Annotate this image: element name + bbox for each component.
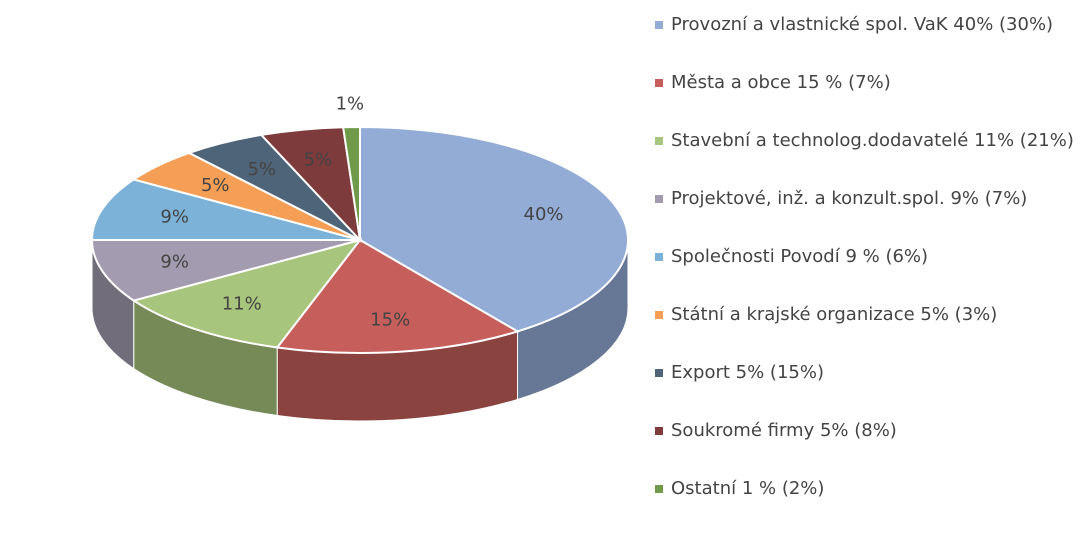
legend-label: Ostatní 1 % (2%) bbox=[671, 478, 825, 499]
legend-label: Města a obce 15 % (7%) bbox=[671, 72, 891, 93]
legend-label: Export 5% (15%) bbox=[671, 362, 824, 383]
data-label: 11% bbox=[222, 293, 262, 314]
data-label: 40% bbox=[524, 204, 564, 225]
slice bbox=[359, 125, 629, 333]
legend: Provozní a vlastnické spol. VaK 40% (30%… bbox=[655, 12, 1075, 534]
legend-swatch bbox=[655, 311, 663, 319]
legend-swatch bbox=[655, 427, 663, 435]
data-label: 5% bbox=[304, 150, 333, 171]
legend-item: Export 5% (15%) bbox=[655, 360, 1075, 418]
legend-swatch bbox=[655, 485, 663, 493]
legend-label: Státní a krajské organizace 5% (3%) bbox=[671, 304, 998, 325]
legend-label: Stavební a technolog.dodavatelé 11% (21%… bbox=[671, 130, 1074, 151]
legend-swatch bbox=[655, 21, 663, 29]
slice bbox=[90, 178, 361, 241]
data-label: 5% bbox=[201, 175, 230, 196]
legend-swatch bbox=[655, 195, 663, 203]
legend-label: Provozní a vlastnické spol. VaK 40% (30%… bbox=[671, 14, 1054, 35]
data-label: 5% bbox=[247, 159, 276, 180]
slice bbox=[90, 239, 361, 302]
legend-swatch bbox=[655, 253, 663, 261]
data-label: 9% bbox=[160, 252, 189, 273]
pie-chart: 40% 15% 11% 9% 9% 5% 5% 5% 1% bbox=[90, 93, 629, 422]
legend-item: Soukromé firmy 5% (8%) bbox=[655, 418, 1075, 476]
legend-item: Ostatní 1 % (2%) bbox=[655, 476, 1075, 534]
slice bbox=[131, 238, 363, 349]
data-label: 9% bbox=[160, 206, 189, 227]
legend-label: Soukromé firmy 5% (8%) bbox=[671, 420, 897, 441]
slice bbox=[342, 125, 361, 241]
legend-label: Společnosti Povodí 9 % (6%) bbox=[671, 246, 929, 267]
slice bbox=[275, 238, 521, 354]
legend-swatch bbox=[655, 137, 663, 145]
legend-item: Stavební a technolog.dodavatelé 11% (21%… bbox=[655, 128, 1075, 186]
legend-item: Města a obce 15 % (7%) bbox=[655, 70, 1075, 128]
data-label: 15% bbox=[370, 309, 410, 330]
legend-swatch bbox=[655, 79, 663, 87]
legend-item: Společnosti Povodí 9 % (6%) bbox=[655, 244, 1075, 302]
legend-label: Projektové, inž. a konzult.spol. 9% (7%) bbox=[671, 188, 1028, 209]
legend-swatch bbox=[655, 369, 663, 377]
legend-item: Provozní a vlastnické spol. VaK 40% (30%… bbox=[655, 12, 1075, 70]
data-label: 1% bbox=[336, 93, 365, 114]
legend-item: Státní a krajské organizace 5% (3%) bbox=[655, 302, 1075, 360]
legend-item: Projektové, inž. a konzult.spol. 9% (7%) bbox=[655, 186, 1075, 244]
